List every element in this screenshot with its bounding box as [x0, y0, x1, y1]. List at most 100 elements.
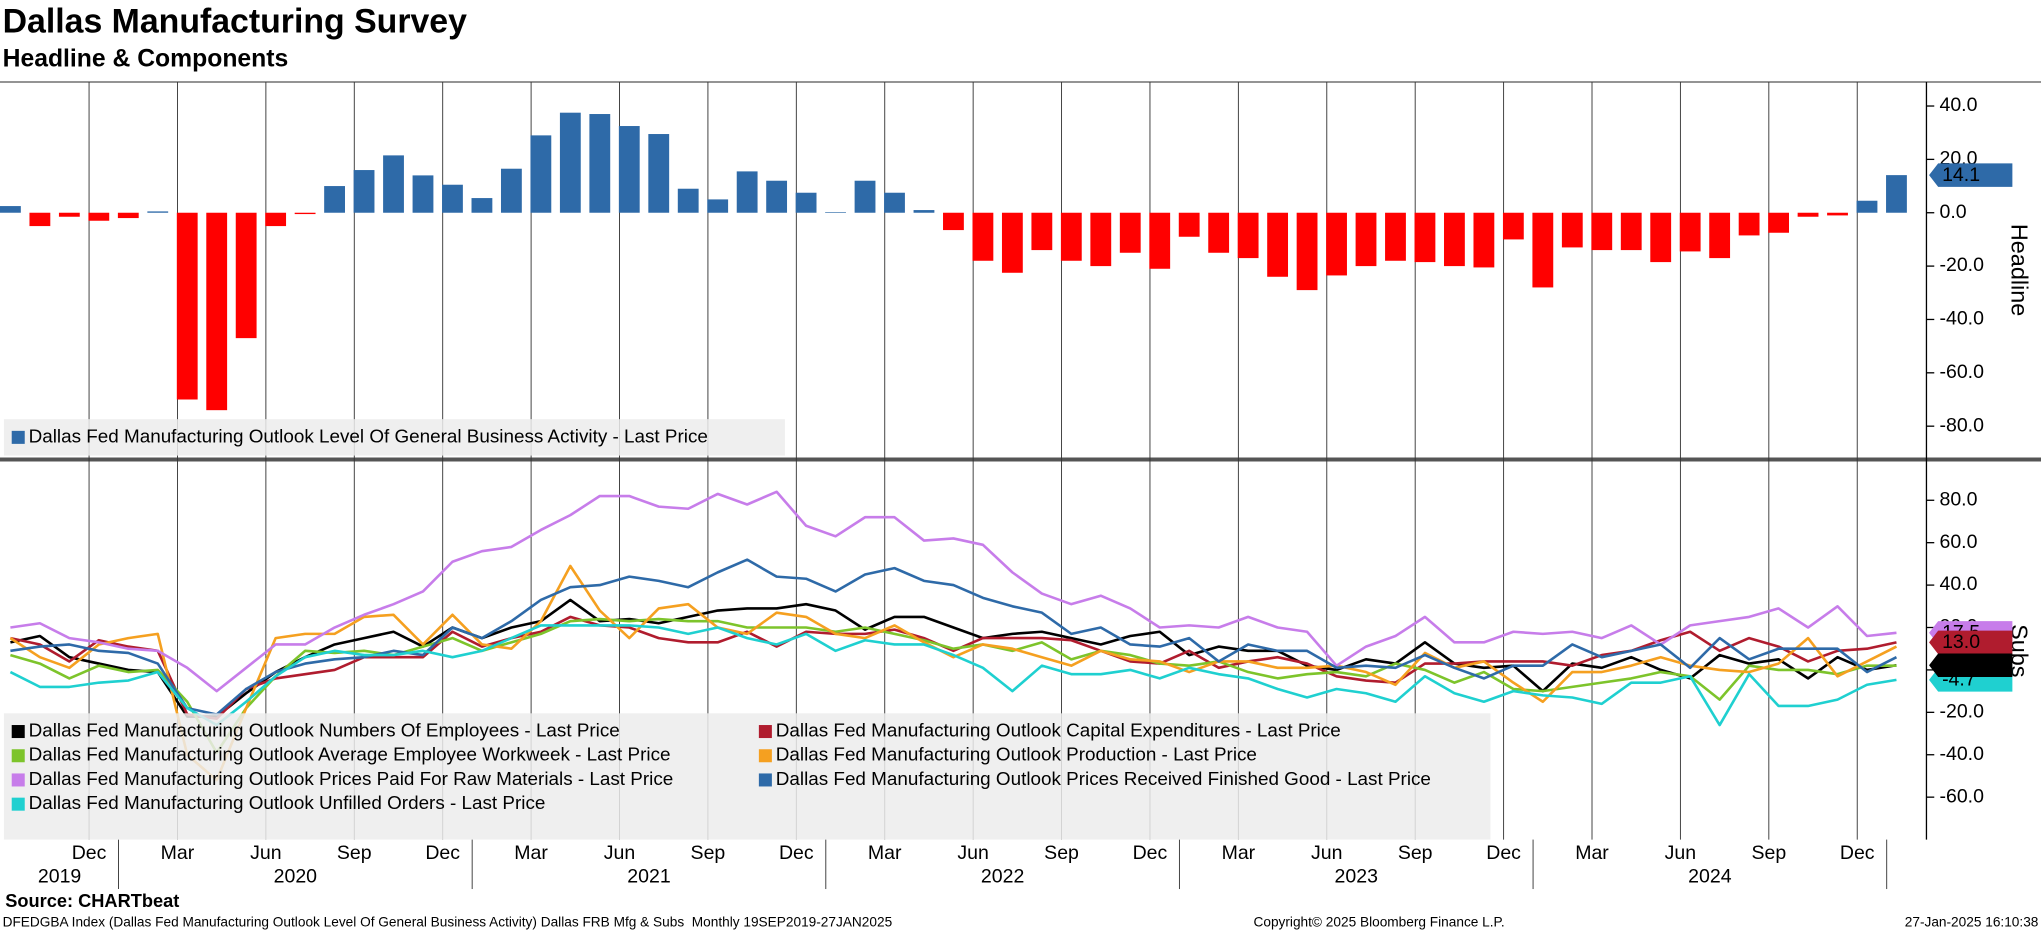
legend-label: Dallas Fed Manufacturing Outlook Prices … — [776, 768, 1431, 789]
legend-marker — [11, 749, 25, 763]
bar — [383, 155, 404, 213]
year-label: 2022 — [981, 865, 1024, 887]
bar — [1031, 212, 1053, 251]
y-tick-label: 0.0 — [1939, 201, 1966, 223]
bar — [1001, 212, 1023, 273]
y-tick-label: -40.0 — [1939, 308, 1984, 330]
legend-label: Dallas Fed Manufacturing Outlook Level O… — [29, 425, 708, 446]
bar — [766, 180, 788, 213]
series-line — [10, 615, 1897, 720]
bar — [1178, 212, 1200, 237]
x-tick-label: Sep — [1044, 842, 1079, 864]
legend-label: Dallas Fed Manufacturing Outlook Product… — [776, 744, 1257, 765]
bar — [1709, 212, 1731, 259]
legend-label: Dallas Fed Manufacturing Outlook Capital… — [776, 720, 1341, 741]
x-tick-label: Dec — [72, 842, 107, 864]
value-label-box — [1929, 163, 2013, 187]
bar — [412, 175, 434, 213]
bar — [913, 210, 935, 213]
bar — [1768, 212, 1789, 233]
legend-box — [3, 713, 1491, 840]
legend-label: Dallas Fed Manufacturing Outlook Average… — [29, 744, 671, 765]
y-tick-label: 80.0 — [1939, 488, 1977, 510]
bar — [648, 134, 670, 213]
x-tick-label: Jun — [604, 842, 635, 864]
bar — [589, 114, 611, 213]
x-tick-label: Jun — [250, 842, 281, 864]
x-tick-label: Sep — [691, 842, 726, 864]
bar — [1237, 212, 1259, 259]
series-line — [10, 490, 1897, 693]
y-tick-label: -20.0 — [1939, 700, 1984, 722]
bar — [1208, 212, 1230, 253]
bar — [1620, 212, 1642, 251]
x-tick-label: Dec — [1133, 842, 1168, 864]
value-label: 13.0 — [1942, 631, 1980, 653]
chart-subtitle: Headline & Components — [3, 45, 289, 72]
bar — [29, 212, 51, 227]
bar — [353, 170, 375, 213]
bar — [795, 192, 817, 213]
y-axis-title: Headline — [2006, 224, 2032, 316]
bar — [88, 212, 110, 221]
bar — [58, 212, 80, 217]
x-tick-label: Jun — [957, 842, 988, 864]
x-tick-label: Sep — [337, 842, 372, 864]
x-tick-label: Jun — [1311, 842, 1342, 864]
legend-label: Dallas Fed Manufacturing Outlook Unfille… — [29, 792, 546, 813]
bar — [825, 212, 846, 213]
year-label: 2020 — [274, 865, 318, 887]
y-tick-label: -40.0 — [1939, 743, 1984, 765]
bar — [1856, 200, 1878, 213]
bar — [1296, 212, 1318, 291]
legend-label: Dallas Fed Manufacturing Outlook Numbers… — [29, 720, 620, 741]
year-label: 2019 — [38, 865, 81, 887]
bar — [235, 212, 257, 339]
x-tick-label: Dec — [1840, 842, 1875, 864]
bar — [1827, 212, 1848, 216]
year-label: 2021 — [627, 865, 670, 887]
bar — [736, 171, 758, 213]
bar — [1561, 212, 1583, 248]
bar — [1385, 212, 1406, 261]
bar — [442, 184, 463, 213]
bar — [176, 212, 198, 400]
y-tick-label: -60.0 — [1939, 785, 1984, 807]
legend-marker — [11, 797, 25, 811]
value-label-box — [1929, 630, 2013, 655]
bar — [1119, 212, 1141, 253]
x-tick-label: Mar — [1222, 842, 1256, 864]
bar — [1650, 212, 1672, 263]
bar — [1591, 212, 1613, 251]
x-tick-label: Sep — [1751, 842, 1786, 864]
bar — [884, 192, 905, 213]
legend-marker — [11, 773, 25, 787]
series-line — [9, 624, 1897, 727]
bar — [1679, 212, 1701, 252]
chart-title: Dallas Manufacturing Survey — [3, 2, 468, 40]
bar — [1267, 212, 1289, 277]
bar — [1532, 212, 1554, 288]
legend-label: Dallas Fed Manufacturing Outlook Prices … — [29, 768, 674, 789]
y-tick-label: -60.0 — [1939, 361, 1984, 383]
bar — [1797, 212, 1819, 217]
bar — [294, 212, 316, 215]
bar — [943, 212, 964, 231]
y-tick-label: -20.0 — [1939, 254, 1984, 276]
bar — [1149, 212, 1171, 269]
value-label-box — [1929, 653, 2013, 677]
bar — [265, 212, 287, 227]
x-tick-label: Dec — [425, 842, 460, 864]
y-tick-label: 40.0 — [1939, 94, 1977, 116]
x-tick-label: Dec — [1486, 842, 1521, 864]
bar — [117, 212, 139, 219]
legend-marker — [758, 725, 772, 739]
bar — [1738, 212, 1760, 236]
bar — [1886, 175, 1907, 213]
year-label: 2023 — [1335, 865, 1378, 887]
legend-marker — [11, 430, 25, 444]
legend-marker — [11, 725, 25, 739]
year-label: 2024 — [1688, 865, 1732, 887]
